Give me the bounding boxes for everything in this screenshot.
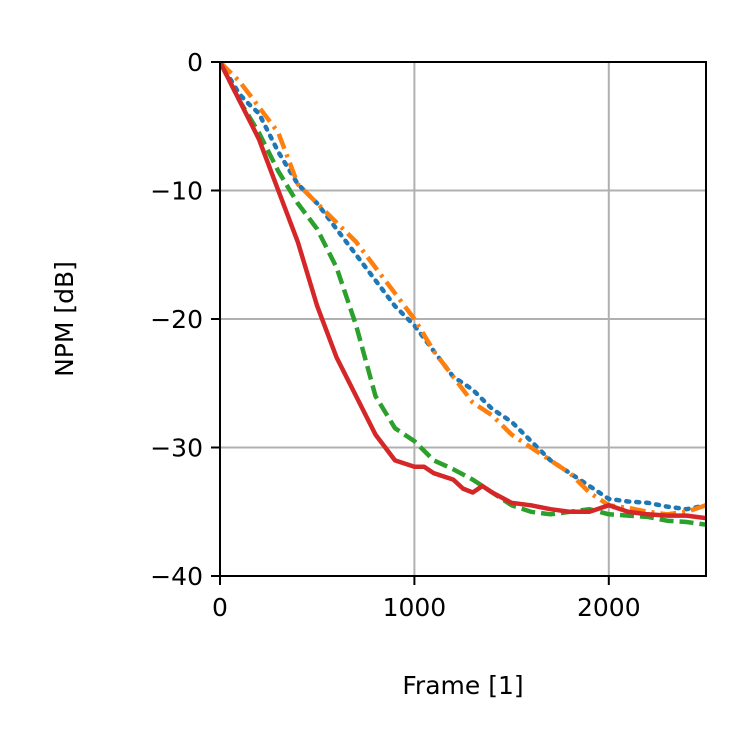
y-tick-label: −10 <box>150 177 203 206</box>
x-tick-label: 1000 <box>383 593 447 622</box>
series-lines <box>220 62 706 527</box>
y-axis-label: NPM [dB] <box>50 261 79 377</box>
x-tick-label: 0 <box>212 593 228 622</box>
x-axis-label: Frame [1] <box>402 671 523 700</box>
grid-lines <box>219 61 706 577</box>
y-tick-label: −40 <box>150 562 203 591</box>
x-tick-label: 2000 <box>577 593 641 622</box>
y-tick-label: −20 <box>150 305 203 334</box>
axis-ticks: 0 1000 2000 0 −10 −20 −30 −40 <box>150 48 640 622</box>
series-line-3 <box>220 62 706 527</box>
series-line-2 <box>220 62 706 517</box>
series-line-1 <box>220 62 706 512</box>
y-tick-label: −30 <box>150 434 203 463</box>
y-tick-label: 0 <box>187 48 203 77</box>
series-line-4 <box>220 62 706 521</box>
